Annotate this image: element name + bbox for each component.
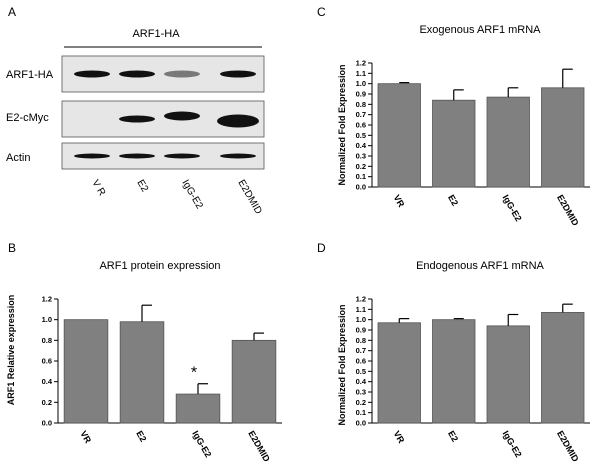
chart-title: Endogenous ARF1 mRNA	[416, 260, 544, 272]
y-tick-label: 0.3	[356, 388, 366, 397]
x-tick-label: E2DMID	[555, 429, 581, 464]
blot-row-label-arf1-ha: ARF1-HA	[6, 69, 54, 81]
y-tick-label: 0.4	[356, 141, 367, 150]
y-tick-label: 0.7	[356, 110, 366, 119]
y-tick-label: 0.6	[42, 357, 52, 366]
bar	[432, 99, 476, 188]
blot-band	[119, 115, 155, 123]
y-tick-label: 0.0	[42, 419, 52, 428]
panel-label-d: D	[317, 241, 326, 255]
y-tick-label: 1.2	[356, 59, 366, 68]
panel-label-b: B	[8, 241, 16, 255]
blot-lane-label: E2DMID	[235, 178, 263, 216]
y-tick-label: 0.2	[42, 398, 52, 407]
blot-lane-labels: V R E2 IgG-E2 E2DMID	[89, 178, 263, 216]
y-tick-label: 0.3	[356, 152, 366, 161]
y-axis-label: Normalized Fold Expression	[337, 304, 347, 425]
bar	[231, 339, 277, 424]
y-tick-label: 0.2	[356, 398, 366, 407]
blot-header: ARF1-HA	[132, 28, 180, 40]
blot-strips	[61, 55, 265, 170]
bar	[541, 87, 585, 188]
blot-band	[74, 153, 110, 159]
y-tick-label: 0.6	[356, 357, 366, 366]
y-tick-label: 0.5	[356, 131, 366, 140]
x-tick-label: E2DMID	[555, 193, 581, 228]
y-tick-label: 1.1	[356, 69, 366, 78]
blot-band	[220, 70, 256, 78]
blot-band	[164, 111, 200, 121]
y-tick-label: 1.2	[356, 295, 366, 304]
y-axis-label: ARF1 Relative expression	[6, 295, 16, 406]
bar	[432, 319, 476, 424]
x-tick-label: IgG-E2	[501, 193, 524, 223]
y-tick-label: 0.0	[356, 419, 366, 428]
x-tick-label: IgG-E2	[190, 429, 213, 459]
y-tick-label: 0.8	[356, 100, 366, 109]
blot-band	[74, 70, 110, 78]
bar	[541, 312, 585, 424]
bar	[486, 96, 530, 188]
x-tick-label: VR	[78, 429, 93, 445]
bar	[377, 322, 421, 424]
bar	[486, 325, 530, 424]
blot-row-label-e2-cmyc: E2-cMyc	[6, 112, 49, 124]
y-tick-label: 0.5	[356, 367, 366, 376]
y-tick-label: 1.0	[356, 315, 366, 324]
y-tick-label: 1.0	[42, 315, 52, 324]
chart-endogenous-arf1-mrna: Endogenous ARF1 mRNA Normalized Fold Expr…	[337, 260, 590, 464]
y-tick-label: 0.9	[356, 326, 366, 335]
y-tick-label: 1.1	[356, 305, 366, 314]
bar	[119, 321, 165, 424]
x-tick-label: E2DMID	[246, 429, 272, 464]
y-axis-label: Normalized Fold Expression	[337, 64, 347, 185]
bar	[63, 319, 109, 424]
bar	[175, 393, 221, 424]
panel-label-c: C	[317, 5, 326, 19]
y-tick-label: 1.2	[42, 295, 52, 304]
y-tick-label: 0.1	[356, 408, 366, 417]
x-tick-label: VR	[392, 193, 407, 209]
blot-band	[217, 114, 259, 128]
blot-lane-label: E2	[134, 178, 150, 194]
x-tick-label: E2	[134, 429, 148, 444]
x-tick-label: VR	[392, 429, 407, 445]
blot-row-label-actin: Actin	[6, 152, 30, 164]
chart-exogenous-arf1-mrna: Exogenous ARF1 mRNA Normalized Fold Expre…	[337, 24, 590, 228]
blot-band	[119, 153, 155, 159]
panel-label-a: A	[8, 5, 16, 19]
blot-band	[220, 153, 256, 159]
blot-band	[164, 153, 200, 159]
blot-band	[119, 70, 155, 78]
chart-title: ARF1 protein expression	[99, 260, 220, 272]
y-tick-label: 0.0	[356, 183, 366, 192]
y-tick-label: 0.8	[42, 336, 52, 345]
western-blot-panel: ARF1-HA ARF1-HA E2-cMyc Actin V R E2 IgG-E…	[6, 28, 265, 216]
x-tick-label: E2	[446, 193, 460, 208]
blot-band	[164, 70, 200, 78]
x-tick-label: IgG-E2	[501, 429, 524, 459]
y-tick-label: 0.1	[356, 172, 366, 181]
y-tick-label: 0.2	[356, 162, 366, 171]
y-tick-label: 0.4	[42, 377, 53, 386]
y-tick-label: 1.0	[356, 79, 366, 88]
significance-marker: *	[191, 365, 197, 382]
x-tick-label: E2	[446, 429, 460, 444]
blot-lane-label: V R	[89, 178, 107, 198]
chart-title: Exogenous ARF1 mRNA	[419, 24, 541, 36]
y-tick-label: 0.4	[356, 377, 367, 386]
y-tick-label: 0.6	[356, 121, 366, 130]
blot-lane-label: IgG-E2	[179, 178, 205, 211]
bar	[377, 83, 421, 188]
y-tick-label: 0.9	[356, 90, 366, 99]
chart-arf1-protein-expression: ARF1 protein expression ARF1 Relative exp…	[6, 260, 282, 464]
y-tick-label: 0.7	[356, 346, 366, 355]
y-tick-label: 0.8	[356, 336, 366, 345]
